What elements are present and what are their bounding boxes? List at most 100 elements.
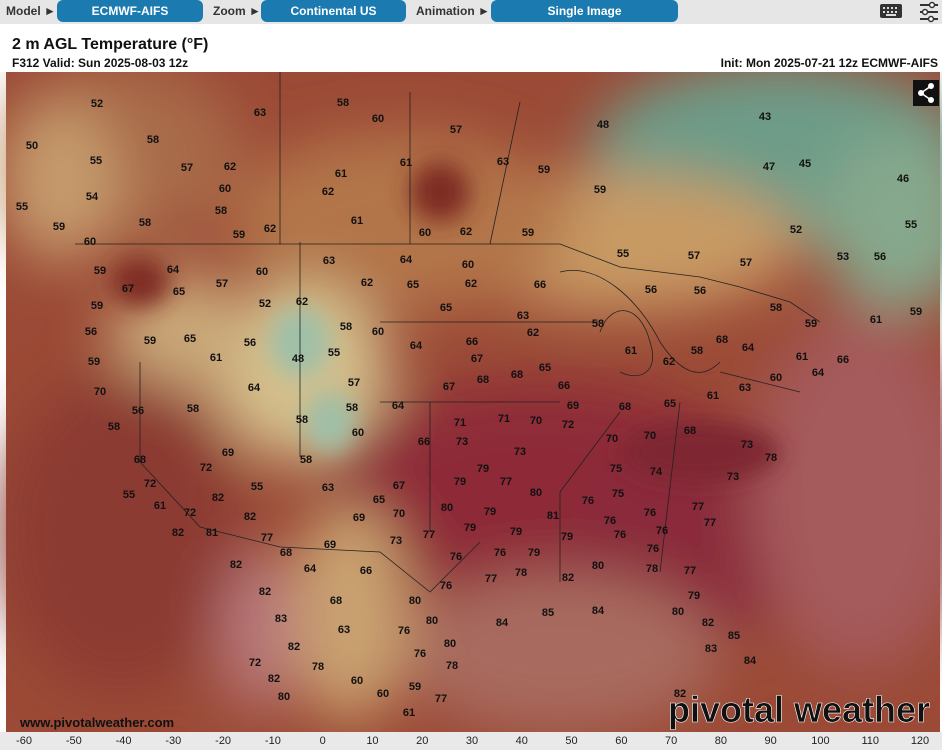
temperature-label: 63 — [322, 482, 334, 494]
temperature-label: 64 — [410, 340, 423, 352]
temperature-label: 58 — [147, 134, 159, 146]
temperature-label: 62 — [465, 278, 477, 290]
temperature-label: 66 — [466, 336, 478, 348]
model-button[interactable]: ECMWF-AIFS — [57, 0, 203, 22]
temperature-label: 62 — [296, 296, 308, 308]
colorbar-tick-label: -60 — [16, 735, 32, 747]
title: 2 m AGL Temperature (°F) — [12, 36, 209, 53]
temperature-label: 43 — [759, 111, 771, 123]
temperature-label: 61 — [707, 390, 719, 402]
colorbar-tick-label: 80 — [715, 735, 727, 747]
colorbar-tick-label: -10 — [265, 735, 281, 747]
colorbar-tick-label: 100 — [811, 735, 829, 747]
temperature-label: 60 — [256, 266, 268, 278]
temperature-label: 65 — [407, 279, 419, 291]
temperature-label: 77 — [692, 501, 704, 513]
temperature-label: 63 — [254, 107, 266, 119]
temperature-label: 73 — [741, 439, 753, 451]
temperature-label: 57 — [181, 162, 193, 174]
temperature-label: 84 — [592, 605, 605, 617]
temperature-label: 47 — [763, 161, 775, 173]
colorbar-tick-label: 110 — [861, 735, 879, 747]
temperature-label: 62 — [264, 223, 276, 235]
temperature-label: 66 — [558, 380, 570, 392]
temperature-label: 62 — [322, 186, 334, 198]
temperature-label: 58 — [592, 318, 604, 330]
temperature-label: 59 — [594, 184, 606, 196]
temperature-label: 75 — [612, 488, 624, 500]
temperature-label: 58 — [770, 302, 782, 314]
temperature-label: 62 — [224, 161, 236, 173]
temperature-label: 77 — [684, 565, 696, 577]
temperature-label: 84 — [744, 655, 757, 667]
temperature-label: 56 — [85, 326, 97, 338]
temperature-label: 48 — [597, 119, 609, 131]
zoom-button[interactable]: Continental US — [261, 0, 406, 22]
animation-button[interactable]: Single Image — [491, 0, 678, 22]
temperature-label: 82 — [268, 673, 280, 685]
temperature-label: 68 — [716, 334, 728, 346]
temperature-label: 66 — [360, 565, 372, 577]
temperature-label: 59 — [910, 306, 922, 318]
temperature-label: 77 — [435, 693, 447, 705]
temperature-label: 80 — [409, 595, 421, 607]
temperature-label: 70 — [606, 433, 618, 445]
temperature-label: 79 — [510, 526, 522, 538]
temperature-label: 55 — [905, 219, 917, 231]
temperature-label: 72 — [562, 419, 574, 431]
temperature-label: 64 — [742, 342, 755, 354]
temperature-label: 64 — [167, 264, 180, 276]
temperature-label: 79 — [464, 522, 476, 534]
temperature-label: 59 — [538, 164, 550, 176]
temperature-label: 76 — [414, 648, 426, 660]
temperature-label: 83 — [275, 613, 287, 625]
temperature-label: 70 — [94, 386, 106, 398]
temperature-label: 59 — [94, 265, 106, 277]
temperature-label: 70 — [644, 430, 656, 442]
temperature-label: 68 — [477, 374, 489, 386]
temperature-label: 69 — [222, 447, 234, 459]
temperature-label: 61 — [796, 351, 808, 363]
init-time: Init: Mon 2025-07-21 12z ECMWF-AIFS — [720, 56, 938, 70]
temperature-label: 55 — [328, 347, 340, 359]
colorbar-tick-label: 120 — [911, 735, 929, 747]
temperature-label: 82 — [702, 617, 714, 629]
colorbar-tick-label: -40 — [116, 735, 132, 747]
temperature-label: 55 — [123, 489, 135, 501]
temperature-label: 76 — [604, 515, 616, 527]
temperature-label: 77 — [704, 517, 716, 529]
temperature-label: 55 — [16, 201, 28, 213]
temperature-label: 55 — [90, 155, 102, 167]
colorbar-tick-label: -50 — [66, 735, 82, 747]
model-label: Model ► — [6, 4, 56, 18]
temperature-label: 80 — [672, 606, 684, 618]
temperature-label: 46 — [897, 173, 909, 185]
temperature-label: 76 — [450, 551, 462, 563]
share-button[interactable] — [913, 80, 939, 106]
colorbar-tick-label: 60 — [615, 735, 627, 747]
temperature-label: 79 — [688, 590, 700, 602]
settings-icon[interactable] — [918, 1, 940, 23]
temperature-label: 76 — [440, 580, 452, 592]
temperature-label: 77 — [500, 476, 512, 488]
temperature-detail — [110, 162, 780, 482]
keyboard-icon[interactable] — [879, 3, 903, 19]
temperature-label: 65 — [184, 333, 196, 345]
temperature-label: 82 — [230, 559, 242, 571]
temperature-label: 72 — [144, 478, 156, 490]
temperature-label: 64 — [392, 400, 405, 412]
temperature-label: 61 — [351, 215, 363, 227]
temperature-label: 85 — [728, 630, 740, 642]
animation-label: Animation ► — [416, 4, 490, 18]
temperature-label: 58 — [187, 403, 199, 415]
temperature-label: 71 — [498, 413, 510, 425]
temperature-label: 68 — [619, 401, 631, 413]
temperature-label: 78 — [515, 567, 527, 579]
temperature-label: 73 — [456, 436, 468, 448]
temperature-label: 59 — [522, 227, 534, 239]
temperature-label: 56 — [244, 337, 256, 349]
temperature-label: 68 — [280, 547, 292, 559]
temperature-label: 59 — [409, 681, 421, 693]
